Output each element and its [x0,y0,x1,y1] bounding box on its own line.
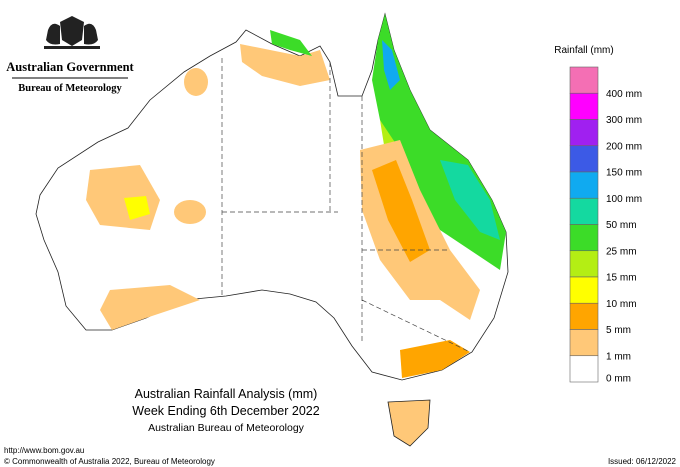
legend-label: 300 mm [606,115,642,126]
legend-label: 15 mm [606,273,637,284]
legend-label: 50 mm [606,220,637,231]
legend-swatch [569,171,599,199]
legend-swatch [569,92,599,120]
rain-south [100,285,200,330]
map-title-line: Australian Rainfall Analysis (mm) [135,387,318,401]
legend-label: 0 mm [606,374,631,385]
bureau-name: Bureau of Meteorology [18,83,122,94]
legend-swatch [569,302,599,330]
rain-wa-yellow [124,196,150,220]
footer-url: http://www.bom.gov.au [4,446,84,455]
map-title-line: Australian Bureau of Meteorology [148,422,305,434]
legend-swatch [569,119,599,147]
legend-swatch [569,197,599,225]
legend-swatch [569,355,599,383]
legend-swatch [569,276,599,304]
legend-label: 25 mm [606,246,637,257]
map [35,12,509,447]
rain-wa-east [174,200,206,224]
government-name: Australian Government [6,60,134,74]
legend-swatch [569,250,599,278]
rain-east-blue [382,40,400,90]
legend-label: 200 mm [606,141,642,152]
legend-label: 10 mm [606,299,637,310]
legend-title: Rainfall (mm) [554,45,613,56]
legend-label: 100 mm [606,194,642,205]
legend-label: 150 mm [606,168,642,179]
rain-southeast [400,340,470,378]
legend: 400 mm 300 mm 200 mm 150 mm 100 mm 50 mm 25 mm… [569,66,642,385]
rain-north-green [270,30,312,56]
legend-label: 400 mm [606,89,642,100]
legend-swatch [569,224,599,252]
legend-swatch [569,145,599,173]
rain-east-teal [440,160,500,240]
legend-label: 5 mm [606,325,631,336]
legend-swatch [569,329,599,357]
legend-label: 1 mm [606,351,631,362]
rain-inland-dark [372,160,430,262]
state-borders [221,58,471,353]
tasmania [387,399,431,447]
coat-of-arms [44,16,100,49]
footer-copyright: © Commonwealth of Australia 2022, Bureau… [4,457,215,466]
legend-swatch [569,66,599,94]
footer-issued: Issued: 06/12/2022 [608,457,677,466]
rain-kimberley [184,68,208,96]
map-title-line: Week Ending 6th December 2022 [132,404,319,418]
